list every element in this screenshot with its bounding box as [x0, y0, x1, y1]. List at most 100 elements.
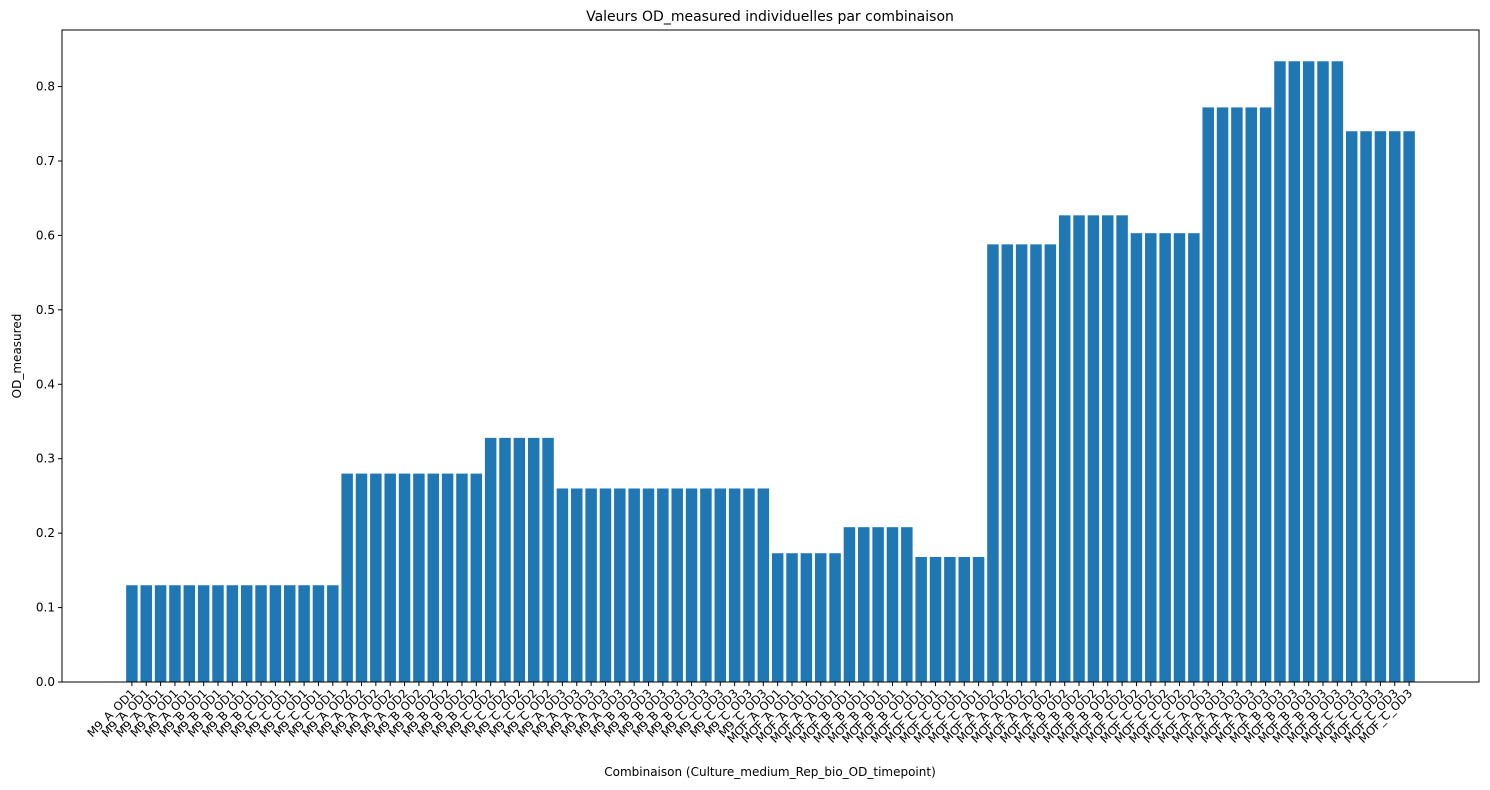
bar: [183, 585, 196, 682]
bar: [470, 473, 483, 682]
bar: [628, 488, 640, 682]
y-tick-label: 0.6: [36, 228, 55, 242]
bar: [240, 585, 253, 682]
bar: [126, 585, 138, 682]
bar: [312, 585, 325, 682]
bar: [1403, 131, 1415, 682]
bar: [1216, 107, 1229, 683]
y-tick-label: 0.2: [36, 526, 55, 540]
bar: [284, 585, 296, 682]
bar: [197, 585, 210, 682]
bar: [1145, 233, 1157, 683]
bar: [972, 556, 985, 682]
bar: [269, 585, 282, 682]
bar: [413, 473, 425, 682]
bar: [169, 585, 181, 682]
bar: [1159, 233, 1171, 683]
bar: [154, 585, 167, 682]
bar: [1288, 61, 1301, 683]
y-tick-label: 0.0: [36, 675, 55, 689]
y-tick-label: 0.1: [36, 601, 55, 615]
bar: [1389, 131, 1401, 682]
bar: [556, 488, 569, 682]
bar: [901, 527, 913, 682]
bar: [829, 553, 841, 682]
bar: [456, 473, 468, 682]
bar: [700, 488, 712, 682]
bar: [527, 437, 540, 682]
bar: [671, 488, 683, 682]
bar: [814, 553, 827, 682]
bar: [1073, 215, 1085, 682]
bar: [800, 553, 813, 682]
bar: [212, 585, 224, 682]
bar: [987, 244, 999, 682]
bar: [1360, 131, 1372, 682]
bar: [1116, 215, 1128, 682]
bar: [1202, 107, 1214, 683]
bar: [585, 488, 597, 682]
bar: [771, 553, 784, 682]
bar: [1015, 244, 1028, 682]
bar: [757, 488, 770, 682]
bar: [226, 585, 239, 682]
bar: [1102, 215, 1114, 682]
y-tick-label: 0.3: [36, 452, 55, 466]
bar: [858, 527, 870, 682]
bar: [255, 585, 267, 682]
bar: [571, 488, 583, 682]
y-tick-label: 0.4: [36, 377, 55, 391]
y-axis-label: OD_measured: [10, 314, 24, 399]
bar: [872, 527, 884, 682]
bar: [944, 556, 956, 682]
bar: [370, 473, 382, 682]
chart-title: Valeurs OD_measured individuelles par co…: [586, 9, 954, 25]
bar: [657, 488, 669, 682]
bar: [843, 527, 856, 682]
bar: [599, 488, 612, 682]
y-tick-label: 0.8: [36, 80, 55, 94]
bar: [513, 437, 526, 682]
x-axis-label: Combinaison (Culture_medium_Rep_bio_OD_t…: [604, 765, 936, 779]
bar: [298, 585, 310, 682]
y-tick-label: 0.7: [36, 154, 55, 168]
bar: [1331, 61, 1344, 683]
bar: [140, 585, 152, 682]
bar: [642, 488, 655, 682]
bar: [1374, 131, 1387, 682]
bar: [929, 556, 942, 682]
bar: [355, 473, 368, 682]
bar: [1274, 61, 1286, 683]
bar: [398, 473, 411, 682]
bar: [499, 437, 511, 682]
bar: [1173, 233, 1186, 683]
bar: [384, 473, 396, 682]
bar: [1058, 215, 1071, 682]
bar: [427, 473, 439, 682]
bar: [441, 473, 454, 682]
bar: [1345, 131, 1358, 682]
bar: [484, 437, 497, 682]
bar: [1231, 107, 1243, 683]
bar: [714, 488, 727, 682]
plot-frame: [61, 29, 1480, 683]
bar: [886, 527, 899, 682]
bar: [786, 553, 798, 682]
y-tick-label: 0.5: [36, 303, 55, 317]
bar: [1087, 215, 1100, 682]
bar: [915, 556, 927, 682]
bar: [1317, 61, 1329, 683]
bar: [542, 437, 554, 682]
bar: [1001, 244, 1014, 682]
bar: [728, 488, 741, 682]
bar: [327, 585, 339, 682]
bar: [743, 488, 755, 682]
bar: [958, 556, 970, 682]
bar: [1130, 233, 1143, 683]
bar: [1302, 61, 1315, 683]
bar: [1188, 233, 1200, 683]
bar: [1030, 244, 1042, 682]
bar: [614, 488, 626, 682]
bar: [1259, 107, 1272, 683]
